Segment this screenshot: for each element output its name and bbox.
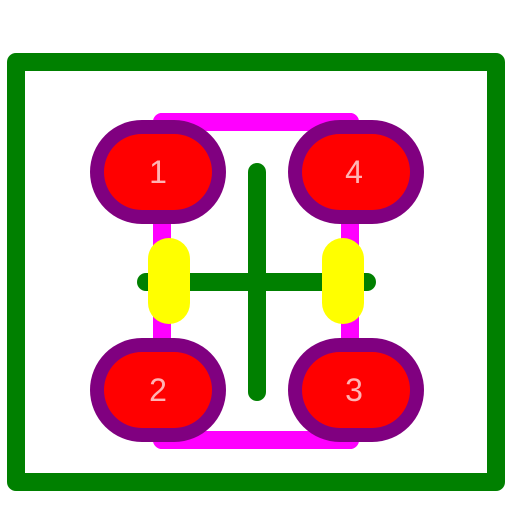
pad-fill (104, 134, 212, 210)
board-outline (7, 53, 505, 491)
pad-4: 4 (288, 120, 424, 224)
pad-label-1: 1 (149, 154, 167, 190)
pad-fill (302, 352, 410, 428)
pad-label-4: 4 (345, 154, 363, 190)
pad-1: 1 (90, 120, 226, 224)
pad-label-2: 2 (149, 372, 167, 408)
pad-label-3: 3 (345, 372, 363, 408)
pad-fill (104, 352, 212, 428)
pad-fill (302, 134, 410, 210)
component-left (148, 238, 190, 324)
component-right (322, 238, 364, 324)
pad-2: 2 (90, 338, 226, 442)
pad-3: 3 (288, 338, 424, 442)
